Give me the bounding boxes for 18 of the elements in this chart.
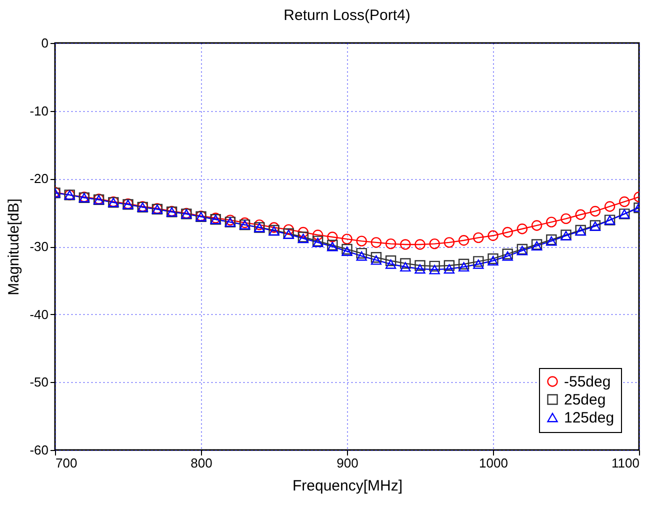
x-tick-label: 800 (190, 456, 212, 470)
y-tick-label: -50 (30, 374, 48, 390)
y-axis-title: Magnitude[dB] (6, 198, 23, 296)
y-tick-label: -40 (30, 306, 48, 322)
y-tick-label: -60 (30, 442, 48, 458)
legend-label: -55deg (564, 374, 611, 390)
legend-label: 25deg (564, 392, 606, 408)
x-tick-label: 1100 (612, 456, 640, 470)
y-tick-label: -10 (30, 103, 48, 118)
x-axis-title: Frequency[MHz] (292, 478, 403, 494)
y-tick-label: -30 (30, 239, 48, 254)
x-tick-label: 700 (56, 456, 78, 470)
y-tick-label: 0 (41, 36, 48, 50)
legend-label: 125deg (564, 410, 614, 426)
chart-title: Return Loss(Port4) (284, 7, 410, 24)
x-tick-label: 1000 (479, 456, 508, 470)
y-tick-label: -20 (30, 171, 48, 186)
x-tick-label: 900 (336, 456, 358, 470)
